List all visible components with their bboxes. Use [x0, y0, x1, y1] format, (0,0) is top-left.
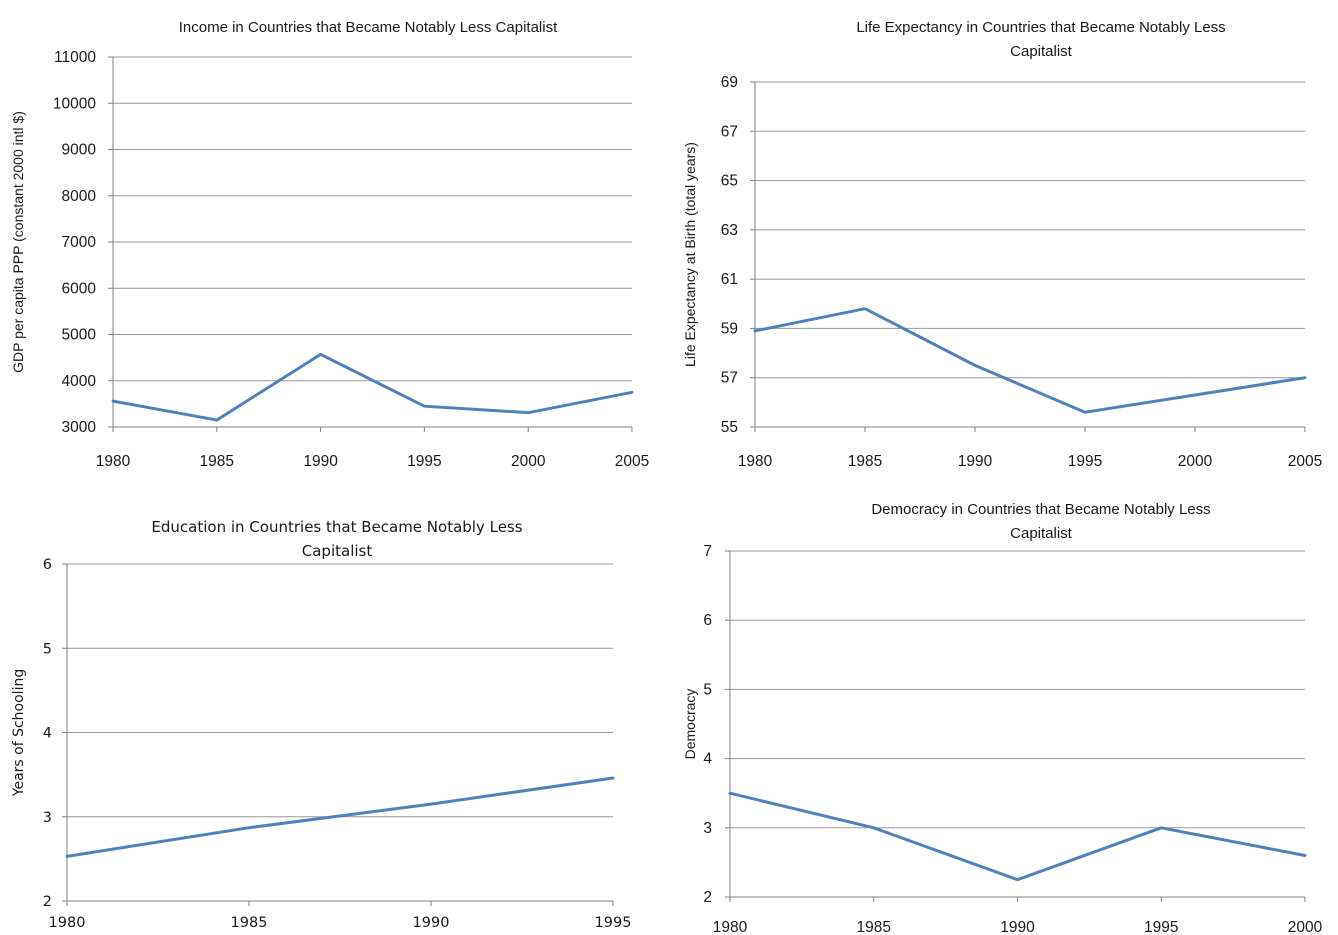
life-expectancy-x-tick-label: 2000: [1178, 453, 1213, 470]
life-expectancy-y-tick-label: 63: [721, 222, 738, 239]
democracy-y-tick-label: 4: [703, 751, 712, 768]
life-expectancy-series-line: [753, 307, 1307, 414]
democracy-series-line: [728, 791, 1307, 882]
life-expectancy-y-tick-label: 59: [721, 320, 738, 337]
education-series-line: [65, 776, 615, 858]
income-y-axis-label: GDP per capita PPP (constant 2000 intl $…: [10, 111, 26, 373]
education-y-axis-label: Years of Schooling: [11, 669, 27, 797]
life-expectancy-chart: Life Expectancy in Countries that Became…: [682, 19, 1322, 470]
income-title-line: Income in Countries that Became Notably …: [179, 19, 558, 36]
life-expectancy-y-tick-label: 69: [721, 74, 738, 91]
education-chart: Education in Countries that Became Notab…: [11, 518, 631, 931]
life-expectancy-y-tick-label: 61: [721, 271, 738, 288]
income-y-tick-label: 3000: [62, 419, 97, 436]
education-y-tick-label: 6: [43, 557, 52, 573]
education-x-tick-label: 1990: [413, 915, 450, 931]
life-expectancy-y-tick-label: 67: [721, 123, 738, 140]
education-y-tick-label: 2: [43, 894, 52, 910]
income-series-line: [111, 352, 634, 422]
life-expectancy-y-tick-label: 57: [721, 370, 738, 387]
income-y-tick-label: 4000: [62, 373, 97, 390]
income-y-tick-label: 7000: [62, 234, 97, 251]
income-y-tick-label: 10000: [53, 95, 96, 112]
income-y-tick-label: 11000: [54, 49, 96, 66]
democracy-title-line: Capitalist: [1010, 525, 1073, 542]
life-expectancy-x-tick-label: 1995: [1068, 453, 1102, 470]
democracy-y-tick-label: 5: [703, 681, 712, 698]
education-x-tick-label: 1985: [231, 915, 268, 931]
education-title-line: Capitalist: [302, 542, 373, 560]
income-x-tick-label: 1985: [200, 453, 234, 470]
democracy-chart: Democracy in Countries that Became Notab…: [682, 501, 1323, 935]
income-y-tick-label: 5000: [62, 327, 97, 344]
income-y-tick-label: 6000: [62, 280, 97, 297]
income-x-tick-label: 1980: [96, 453, 131, 470]
education-x-tick-label: 1995: [595, 915, 632, 931]
democracy-title-line: Democracy in Countries that Became Notab…: [871, 501, 1210, 518]
life-expectancy-x-tick-label: 1980: [738, 453, 773, 470]
democracy-y-tick-label: 7: [703, 543, 712, 560]
life-expectancy-y-tick-label: 65: [721, 173, 738, 190]
income-chart: Income in Countries that Became Notably …: [10, 19, 649, 470]
income-x-tick-label: 1995: [407, 453, 441, 470]
income-x-tick-label: 2000: [511, 453, 546, 470]
democracy-x-tick-label: 1990: [1000, 919, 1035, 935]
education-x-tick-label: 1980: [49, 915, 86, 931]
income-y-tick-label: 8000: [62, 188, 97, 205]
income-x-tick-label: 1990: [303, 453, 338, 470]
life-expectancy-y-tick-label: 55: [721, 419, 738, 436]
income-x-tick-label: 2005: [615, 453, 649, 470]
democracy-y-tick-label: 3: [703, 820, 712, 837]
democracy-y-tick-label: 6: [703, 612, 712, 629]
education-y-tick-label: 5: [43, 641, 52, 657]
democracy-x-tick-label: 1995: [1144, 919, 1178, 935]
education-y-tick-label: 3: [43, 810, 52, 826]
democracy-x-tick-label: 1980: [713, 919, 748, 935]
life-expectancy-x-tick-label: 2005: [1288, 453, 1322, 470]
life-expectancy-y-axis-label: Life Expectancy at Birth (total years): [682, 142, 698, 367]
education-title-line: Education in Countries that Became Notab…: [151, 518, 522, 536]
life-expectancy-title-line: Capitalist: [1010, 43, 1073, 60]
democracy-y-tick-label: 2: [703, 889, 712, 906]
life-expectancy-x-tick-label: 1990: [958, 453, 993, 470]
life-expectancy-title-line: Life Expectancy in Countries that Became…: [856, 19, 1225, 36]
democracy-x-tick-label: 2000: [1288, 919, 1323, 935]
income-y-tick-label: 9000: [62, 142, 97, 159]
life-expectancy-x-tick-label: 1985: [848, 453, 882, 470]
education-y-tick-label: 4: [43, 726, 52, 742]
democracy-x-tick-label: 1985: [857, 919, 891, 935]
democracy-y-axis-label: Democracy: [682, 689, 698, 760]
